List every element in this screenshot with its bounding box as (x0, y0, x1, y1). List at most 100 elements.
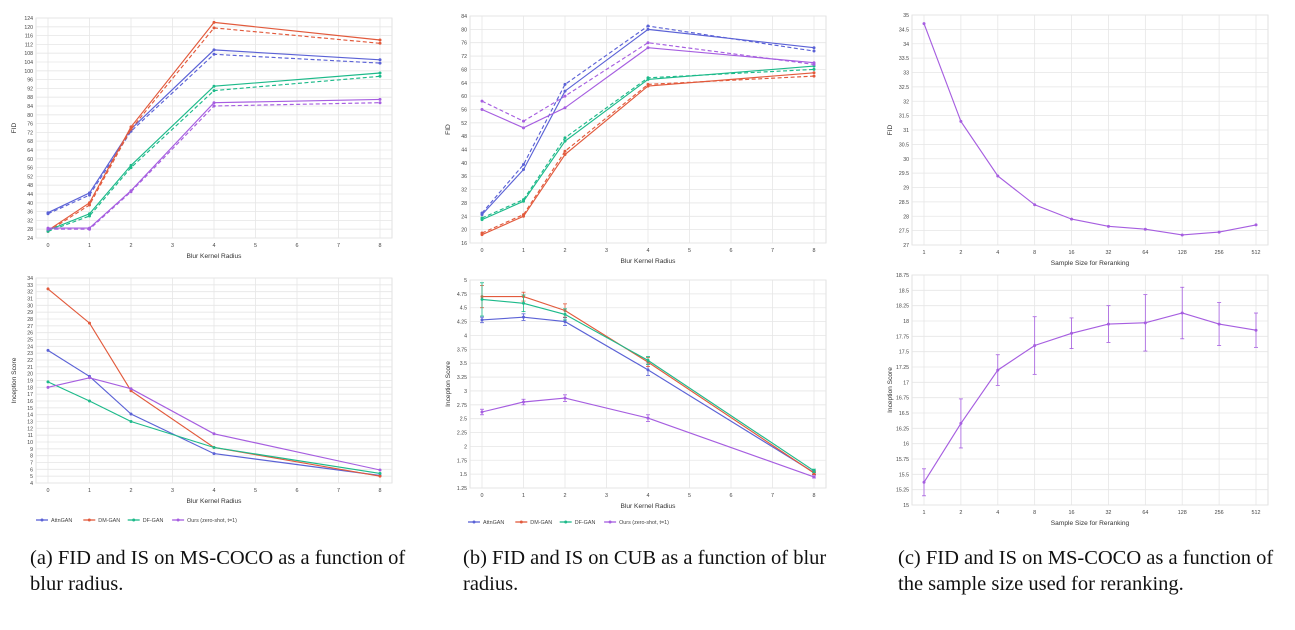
x-tick-label: 7 (771, 248, 774, 254)
x-tick-label: 128 (1178, 250, 1187, 256)
data-point (922, 480, 926, 484)
y-tick-label: 13 (27, 420, 33, 426)
y-tick-label: 96 (27, 78, 33, 84)
x-tick-label: 8 (379, 488, 382, 494)
y-tick-label: 3.5 (460, 361, 467, 367)
y-tick-label: 2.25 (457, 431, 467, 437)
data-point (1180, 311, 1184, 315)
data-point (129, 163, 133, 167)
legend-label: DM-GAN (530, 520, 552, 526)
data-point (88, 203, 91, 207)
y-tick-label: 52 (27, 174, 33, 180)
data-point (129, 166, 133, 170)
y-axis-label: Inception Score (11, 357, 18, 403)
y-tick-label: 28 (27, 317, 33, 323)
data-point (563, 149, 567, 153)
x-tick-label: 1 (88, 243, 91, 249)
y-tick-label: 18.5 (899, 288, 909, 294)
x-tick-label: 5 (254, 243, 257, 249)
data-point (996, 174, 1000, 178)
y-tick-label: 88 (27, 95, 33, 101)
y-tick-label: 21 (27, 365, 33, 371)
y-tick-label: 27.5 (899, 229, 909, 235)
x-tick-label: 7 (337, 243, 340, 249)
data-point (646, 41, 650, 45)
data-point (129, 190, 133, 194)
x-tick-label: 4 (213, 243, 216, 249)
legend-label: AttnGAN (51, 518, 72, 524)
data-point (646, 358, 650, 362)
y-tick-label: 40 (461, 161, 467, 167)
y-axis-label: FID (445, 124, 452, 135)
x-tick-label: 2 (130, 488, 133, 494)
x-tick-label: 4 (647, 493, 650, 499)
series-ours-dashed (480, 41, 816, 123)
data-point (378, 61, 382, 65)
legend-label: Ours (zero-shot, t=1) (619, 520, 669, 526)
y-tick-label: 68 (461, 67, 467, 73)
x-tick-label: 8 (379, 243, 382, 249)
x-axis-label: Sample Size for Reranking (1051, 260, 1130, 267)
y-tick-label: 28 (903, 214, 909, 220)
data-point (129, 389, 133, 393)
data-point (46, 229, 50, 233)
x-tick-label: 8 (813, 493, 816, 499)
y-tick-label: 48 (27, 183, 33, 189)
x-axis-label: Blur Kernel Radius (187, 498, 243, 505)
x-tick-label: 32 (1105, 250, 1111, 256)
y-tick-label: 17 (903, 380, 909, 386)
y-tick-label: 31 (27, 297, 33, 303)
data-point (646, 46, 650, 50)
y-tick-label: 32 (27, 218, 33, 224)
y-tick-label: 33 (903, 71, 909, 77)
y-tick-label: 80 (461, 27, 467, 33)
x-tick-label: 1 (923, 510, 926, 516)
legend-a: AttnGAN DM-GAN DF-GAN Ours (zero-shot, t=1) (36, 518, 237, 524)
legend-marker (40, 518, 44, 522)
y-tick-label: 2 (464, 444, 467, 450)
data-point (88, 399, 91, 403)
data-point (563, 139, 567, 143)
series-line (47, 27, 381, 232)
x-tick-label: 256 (1215, 250, 1224, 256)
data-point (212, 445, 216, 449)
legend-label: DF-GAN (143, 518, 164, 524)
data-point (1070, 217, 1074, 221)
data-point (959, 119, 963, 123)
y-tick-label: 5 (464, 278, 467, 284)
y-tick-label: 1.25 (457, 486, 467, 492)
series-line (47, 75, 381, 232)
data-point (212, 52, 216, 56)
x-tick-label: 6 (296, 243, 299, 249)
data-point (212, 432, 216, 436)
series-line (481, 25, 815, 214)
data-point (522, 400, 525, 404)
legend-marker (132, 518, 136, 522)
y-tick-label: 1.5 (460, 472, 467, 478)
y-tick-label: 56 (27, 166, 33, 172)
y-tick-label: 108 (24, 51, 33, 57)
caption-a: (a) FID and IS on MS-COCO as a function … (30, 547, 406, 595)
data-point (129, 412, 133, 416)
x-tick-label: 512 (1252, 250, 1261, 256)
data-point (88, 321, 91, 325)
data-point (522, 301, 525, 305)
x-axis-label: Sample Size for Reranking (1051, 520, 1130, 527)
y-tick-label: 16.5 (899, 411, 909, 417)
x-tick-label: 3 (605, 493, 608, 499)
data-point (46, 380, 50, 384)
y-tick-label: 33.5 (899, 56, 909, 62)
x-tick-label: 2 (564, 493, 567, 499)
data-point (812, 46, 816, 50)
data-point (812, 74, 816, 78)
y-tick-label: 112 (25, 42, 33, 48)
x-tick-label: 2 (959, 510, 962, 516)
data-point (480, 211, 484, 215)
data-point (522, 163, 525, 167)
y-tick-label: 7 (30, 461, 33, 467)
x-tick-label: 3 (171, 488, 174, 494)
data-point (522, 168, 525, 172)
data-point (129, 387, 133, 391)
data-point (378, 74, 382, 78)
